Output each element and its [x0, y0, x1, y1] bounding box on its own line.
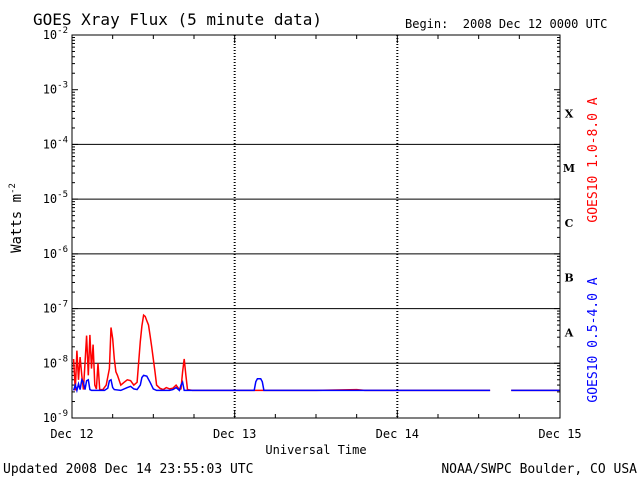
y-tick-label: 10-5 — [43, 190, 68, 206]
legend-goes10-long: GOES10 1.0-8.0 A — [586, 97, 601, 222]
data-series — [72, 313, 560, 394]
flare-class-B: B — [564, 272, 573, 285]
series-goes10-long-line — [72, 313, 491, 392]
flare-class-M: M — [563, 162, 575, 175]
y-tick-label: 10-8 — [43, 354, 68, 370]
y-axis-label: Watts m-2 — [8, 183, 25, 253]
y-tick-label: 10-3 — [43, 81, 68, 97]
x-tick-label: Dec 14 — [376, 427, 419, 441]
flare-class-A: A — [564, 326, 574, 339]
y-tick-label: 10-2 — [43, 26, 68, 42]
begin-date-label: Begin: 2008 Dec 12 0000 UTC — [405, 17, 607, 31]
chart-title: GOES Xray Flux (5 minute data) — [33, 10, 322, 29]
y-tick-label: 10-7 — [43, 300, 68, 316]
x-axis-ticks: Dec 12 Dec 13 Dec 14 Dec 15 — [50, 35, 582, 441]
y-axis-ticks: 10-9 10-8 10-7 10-6 10-5 10-4 10-3 10-2 — [43, 26, 560, 425]
grid-horizontal-lines — [72, 143, 560, 364]
series-goes10-short-line — [72, 374, 491, 394]
y-tick-label: 10-4 — [43, 135, 68, 151]
y-tick-label: 10-6 — [43, 245, 68, 261]
grid-vertical-lines — [233, 35, 399, 418]
flare-class-C: C — [565, 217, 574, 230]
legend-goes10-short: GOES10 0.5-4.0 A — [586, 277, 601, 402]
flare-class-X: X — [565, 107, 574, 120]
x-tick-label: Dec 15 — [538, 427, 581, 441]
x-tick-label: Dec 12 — [50, 427, 93, 441]
plot-frame — [71, 34, 561, 419]
x-axis-label: Universal Time — [265, 443, 366, 457]
flare-class-labels: A B C M X — [563, 107, 575, 339]
y-tick-label: 10-9 — [43, 409, 68, 425]
x-tick-label: Dec 13 — [213, 427, 256, 441]
source-credit: NOAA/SWPC Boulder, CO USA — [441, 462, 637, 477]
updated-timestamp: Updated 2008 Dec 14 23:55:03 UTC — [3, 462, 253, 477]
